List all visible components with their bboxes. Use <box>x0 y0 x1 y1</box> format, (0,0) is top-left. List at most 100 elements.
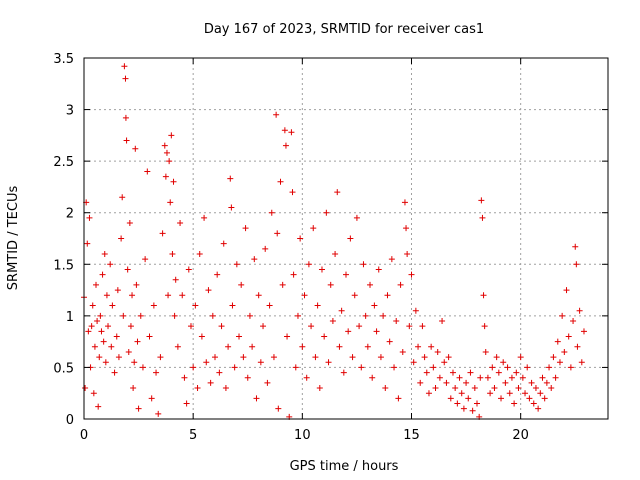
data-point <box>581 328 587 334</box>
data-point <box>149 395 155 401</box>
data-point <box>430 364 436 370</box>
data-point <box>533 385 539 391</box>
data-point <box>428 344 434 350</box>
data-point <box>221 241 227 247</box>
data-point <box>507 390 513 396</box>
data-point <box>126 349 132 355</box>
data-point <box>321 333 327 339</box>
data-point <box>535 406 541 412</box>
data-point <box>167 199 173 205</box>
data-point <box>441 359 447 365</box>
data-point <box>417 380 423 386</box>
data-point <box>84 241 90 247</box>
data-point <box>269 210 275 216</box>
data-point <box>271 354 277 360</box>
data-point <box>291 272 297 278</box>
data-point <box>433 385 439 391</box>
data-point <box>376 266 382 272</box>
data-point <box>97 313 103 319</box>
data-point <box>115 287 121 293</box>
data-point <box>262 246 268 252</box>
data-point <box>544 380 550 386</box>
x-tick-label: 0 <box>80 428 88 443</box>
x-tick-labels: 0 5 10 15 20 <box>80 428 529 443</box>
data-point <box>474 401 480 407</box>
data-point <box>546 364 552 370</box>
data-point <box>153 370 159 376</box>
data-point <box>82 385 88 391</box>
data-point <box>142 256 148 262</box>
data-point <box>341 370 347 376</box>
data-point <box>169 251 175 257</box>
data-point <box>86 215 92 221</box>
data-point <box>129 292 135 298</box>
data-point <box>203 359 209 365</box>
data-point <box>374 328 380 334</box>
data-point <box>555 339 561 345</box>
data-point <box>413 308 419 314</box>
data-point <box>93 282 99 288</box>
data-point <box>195 385 201 391</box>
data-point <box>205 287 211 293</box>
data-point <box>124 138 130 144</box>
data-point <box>334 189 340 195</box>
data-point <box>395 395 401 401</box>
data-point <box>251 256 257 262</box>
data-point <box>483 349 489 355</box>
data-point <box>107 261 113 267</box>
data-point <box>171 179 177 185</box>
data-point <box>472 385 478 391</box>
data-point <box>134 339 140 345</box>
data-point <box>216 370 222 376</box>
data-point <box>151 303 157 309</box>
data-point <box>284 333 290 339</box>
data-point <box>524 364 530 370</box>
data-point <box>108 344 114 350</box>
data-point <box>326 359 332 365</box>
data-point <box>258 359 264 365</box>
data-point <box>112 370 118 376</box>
data-point <box>116 354 122 360</box>
y-tick-label: 0.5 <box>53 361 74 376</box>
data-point <box>511 401 517 407</box>
data-point <box>92 344 98 350</box>
data-point <box>540 375 546 381</box>
data-point <box>352 292 358 298</box>
data-point <box>489 364 495 370</box>
data-point <box>120 313 126 319</box>
data-point <box>482 323 488 329</box>
data-point <box>103 359 109 365</box>
data-point <box>347 236 353 242</box>
data-point <box>380 313 386 319</box>
data-point <box>163 174 169 180</box>
data-point <box>557 359 563 365</box>
data-point <box>249 344 255 350</box>
data-point <box>378 354 384 360</box>
y-tick-labels: 00.511.522.533.5 <box>53 52 74 428</box>
y-tick-label: 2.5 <box>53 155 74 170</box>
data-point <box>350 354 356 360</box>
data-point <box>339 308 345 314</box>
data-point <box>561 349 567 355</box>
data-point <box>225 344 231 350</box>
data-point <box>267 303 273 309</box>
data-point <box>505 364 511 370</box>
data-point <box>104 292 110 298</box>
data-point <box>179 292 185 298</box>
data-point <box>450 370 456 376</box>
data-point <box>491 385 497 391</box>
data-point <box>548 385 554 391</box>
data-point <box>328 282 334 288</box>
data-point <box>306 261 312 267</box>
data-point <box>312 354 318 360</box>
data-point <box>184 401 190 407</box>
data-point <box>210 313 216 319</box>
data-point <box>574 344 580 350</box>
data-point <box>304 375 310 381</box>
data-point <box>452 385 458 391</box>
data-point <box>264 380 270 386</box>
data-point <box>369 375 375 381</box>
y-tick-label: 3 <box>66 104 74 119</box>
data-point <box>293 364 299 370</box>
data-point <box>105 323 111 329</box>
